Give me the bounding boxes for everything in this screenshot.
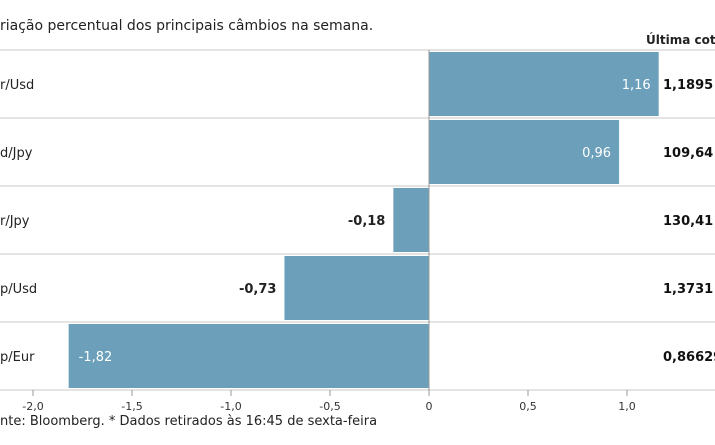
x-tick-label: 1,0	[618, 400, 636, 413]
category-label: d/Jpy	[0, 146, 33, 161]
bar	[429, 52, 659, 116]
bar	[429, 120, 620, 184]
last-quote-value: 130,41	[663, 214, 713, 229]
category-label: p/Usd	[0, 282, 37, 297]
data-label: 0,96	[582, 146, 611, 161]
x-tick-label: -0,5	[319, 400, 340, 413]
last-quote-value: 1,3731	[663, 282, 713, 297]
x-tick-label: -1,5	[121, 400, 142, 413]
bar	[393, 188, 429, 252]
data-label: -0,73	[239, 282, 276, 297]
data-label: -1,82	[79, 350, 113, 365]
category-label: p/Eur	[0, 350, 35, 365]
last-quote-value: 0,86629	[663, 350, 715, 365]
last-quote-value: 109,64	[663, 146, 713, 161]
chart-subtitle: riação percentual dos principais câmbios…	[0, 18, 373, 34]
x-tick-label: 0,5	[519, 400, 537, 413]
data-label: -0,18	[348, 214, 385, 229]
data-label: 1,16	[622, 78, 651, 93]
x-axis: -2,0 -1,5 -1,0 -0,5 0 0,5 1,0	[22, 50, 636, 413]
last-quote-value: 1,1895	[663, 78, 713, 93]
x-tick-label: -2,0	[22, 400, 43, 413]
category-label: r/Usd	[0, 78, 34, 93]
bar	[284, 256, 429, 320]
last-quote-header: Última cotaç	[646, 32, 715, 47]
bar	[68, 324, 429, 388]
chart-rows: r/Usd 1,16 1,1895 d/Jpy 0,96 109,64 r/Jpy -0,18…	[0, 49, 715, 391]
category-label: r/Jpy	[0, 214, 30, 229]
x-tick-label: 0	[426, 400, 433, 413]
chart-source: nte: Bloomberg. * Dados retirados às 16:…	[0, 414, 377, 429]
x-tick-label: -1,0	[220, 400, 241, 413]
